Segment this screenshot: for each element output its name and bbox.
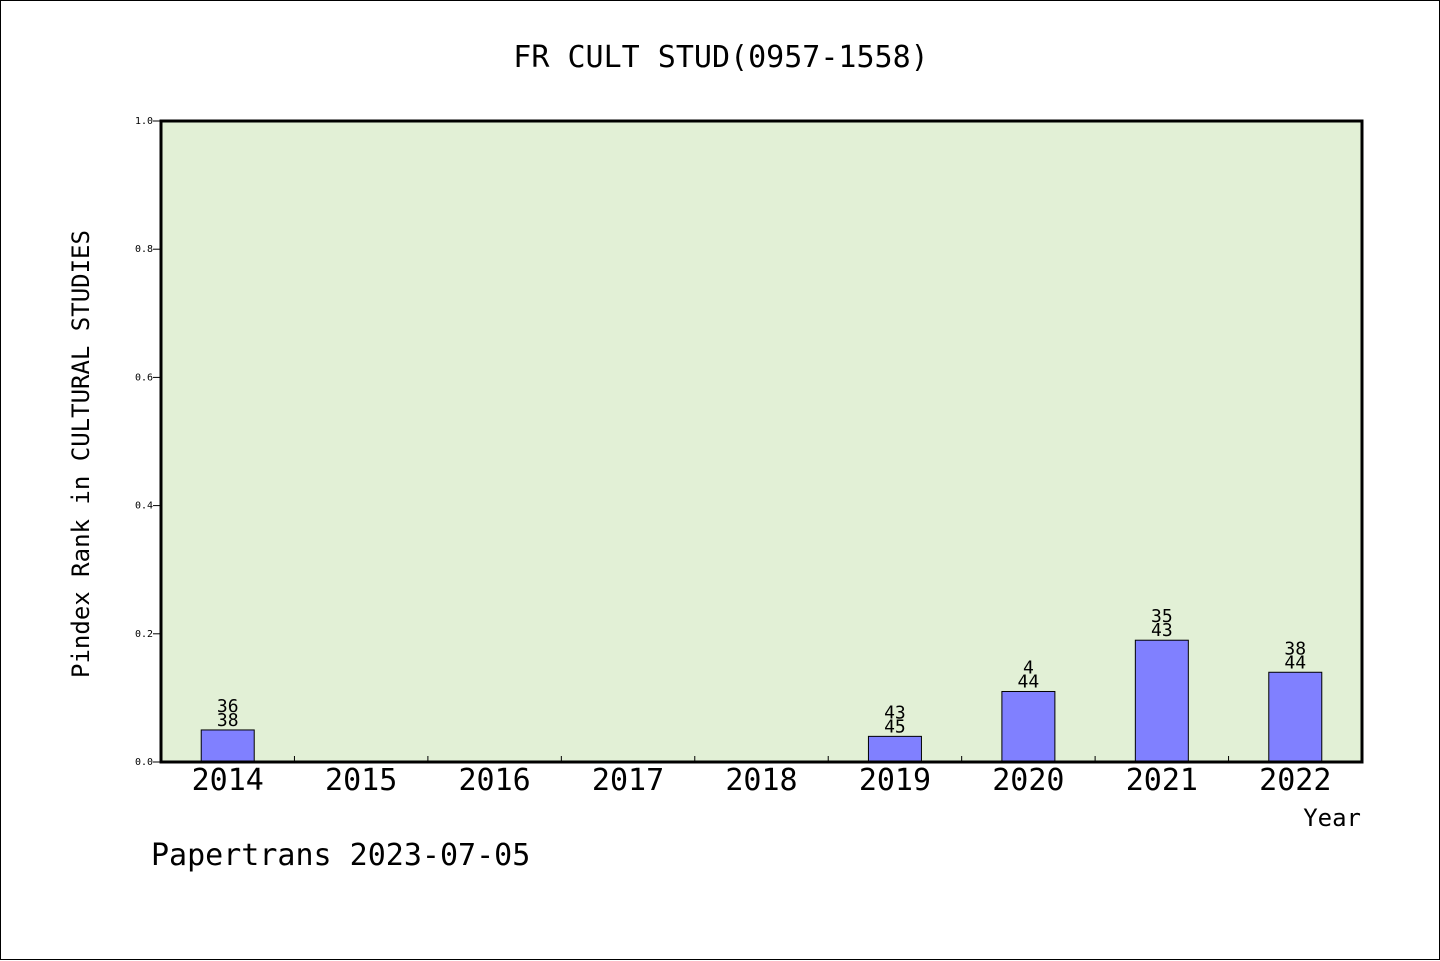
data-label-top: 43	[884, 702, 906, 723]
x-tick-label: 2018	[725, 763, 797, 798]
y-axis: 0.0 0.2 0.4 0.6 0.8 1.0	[135, 116, 161, 768]
y-tick-label: 0.4	[135, 501, 153, 512]
y-tick-label: 0.2	[135, 629, 153, 640]
x-tick-label: 2020	[992, 763, 1064, 798]
data-label-bottom: 43	[1151, 620, 1173, 641]
x-axis: 2014 2015 2016 2017 2018 2019 2020 2021 2022	[192, 756, 1331, 798]
plot-border	[159, 119, 1364, 764]
bars	[200, 639, 1323, 763]
data-label-top: 36	[217, 696, 239, 717]
data-label-bottom: 38	[217, 710, 239, 731]
y-tick-label: 1.0	[135, 116, 153, 127]
data-label-top: 4	[1023, 657, 1034, 678]
x-tick-label: 2016	[458, 763, 530, 798]
x-tick-label: 2017	[592, 763, 664, 798]
chart-title: FR CULT STUD(0957-1558)	[513, 40, 928, 75]
x-tick-label: 2021	[1126, 763, 1198, 798]
y-axis-label: Pindex Rank in CULTURAL STUDIES	[67, 230, 95, 678]
x-tick-label: 2022	[1259, 763, 1331, 798]
x-axis-label: Year	[1303, 804, 1361, 832]
footer-credit: Papertrans 2023-07-05	[151, 838, 530, 873]
bar	[1134, 639, 1189, 763]
y-tick-label: 0.6	[135, 372, 153, 383]
data-label-top: 35	[1151, 606, 1173, 627]
bar	[1268, 671, 1323, 763]
data-label-bottom: 45	[884, 716, 906, 737]
data-label-top: 38	[1284, 638, 1306, 659]
bar	[867, 735, 922, 763]
x-tick-label: 2019	[859, 763, 931, 798]
x-tick-label: 2015	[325, 763, 397, 798]
bar	[200, 729, 255, 763]
y-tick-label: 0.0	[135, 757, 153, 768]
x-tick-label: 2014	[192, 763, 264, 798]
data-label-bottom: 44	[1018, 671, 1040, 692]
y-tick-label: 0.8	[135, 244, 153, 255]
data-label-bottom: 44	[1284, 652, 1306, 673]
bar	[1001, 690, 1056, 763]
